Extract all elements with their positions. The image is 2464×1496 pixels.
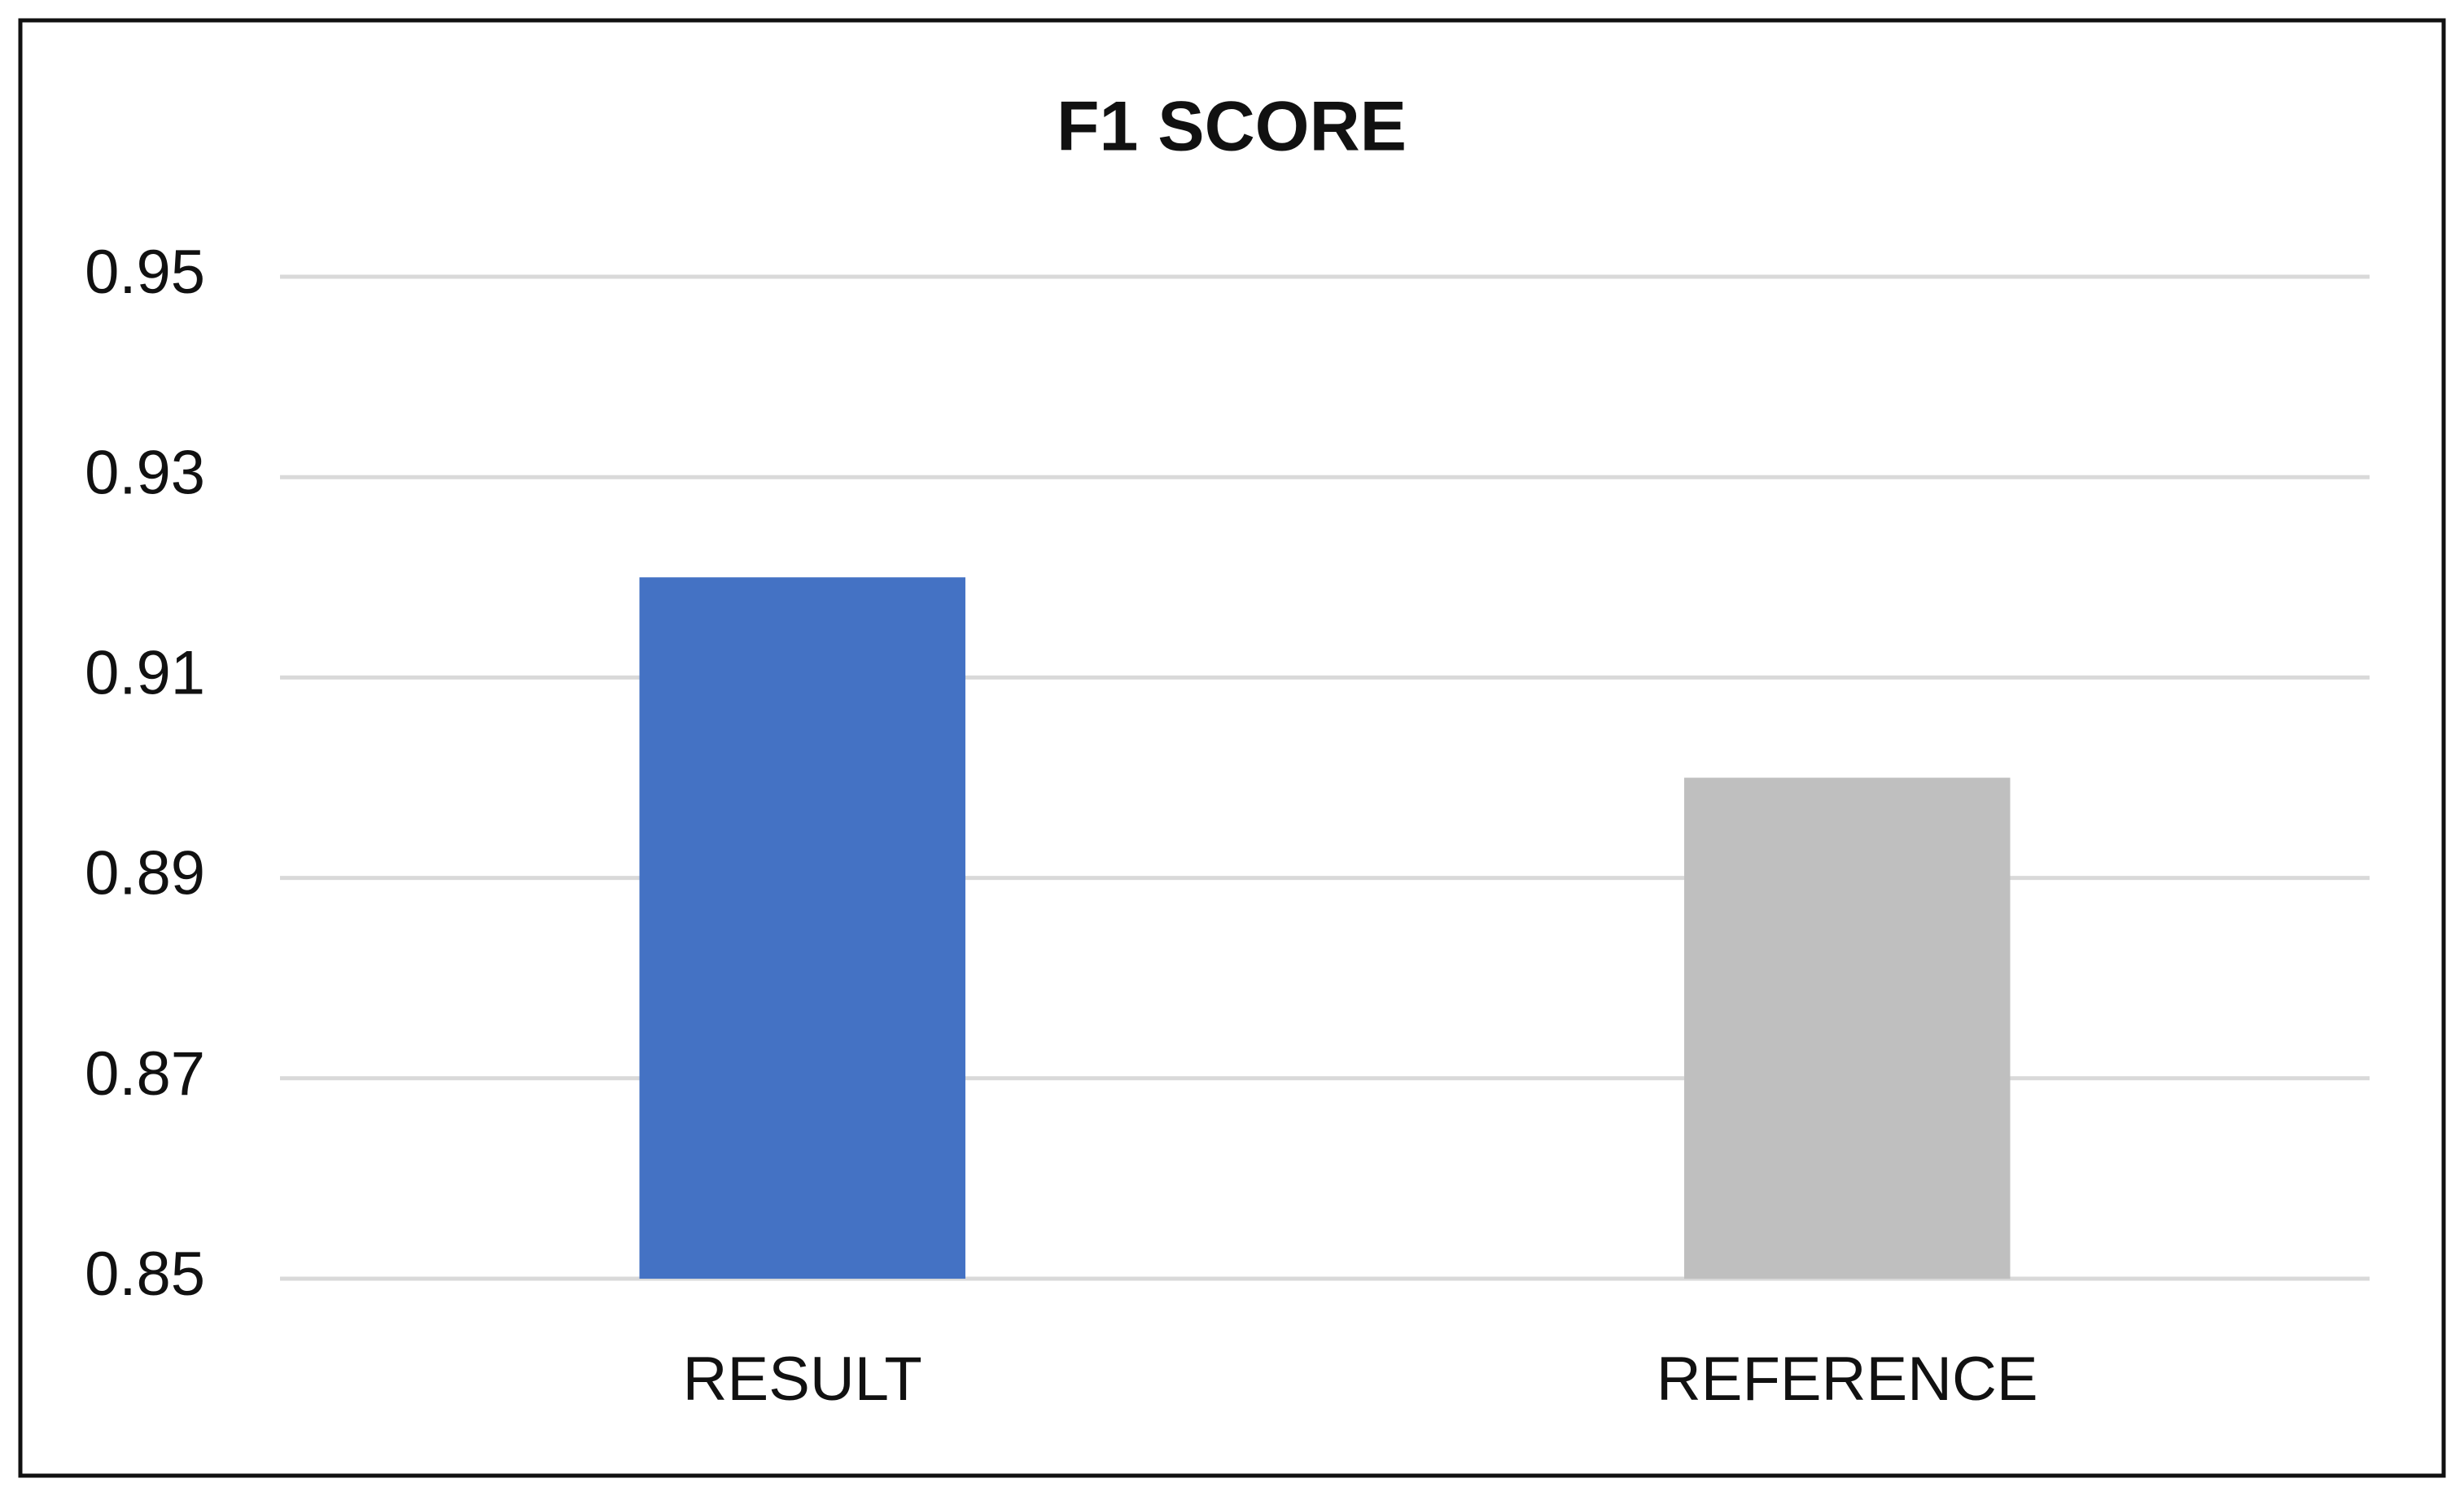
- bar: [639, 577, 965, 1279]
- x-tick-label: REFERENCE: [1657, 1345, 2038, 1414]
- y-tick-label: 0.95: [85, 238, 205, 307]
- chart-title: F1 SCORE: [1057, 88, 1407, 166]
- x-tick-label: RESULT: [683, 1345, 922, 1414]
- y-tick-label: 0.93: [85, 438, 205, 507]
- bar: [1684, 777, 2011, 1279]
- y-tick-label: 0.89: [85, 839, 205, 908]
- y-tick-label: 0.87: [85, 1039, 205, 1109]
- y-tick-label: 0.85: [85, 1240, 205, 1309]
- y-tick-label: 0.91: [85, 638, 205, 707]
- chart-frame: [18, 18, 2446, 1478]
